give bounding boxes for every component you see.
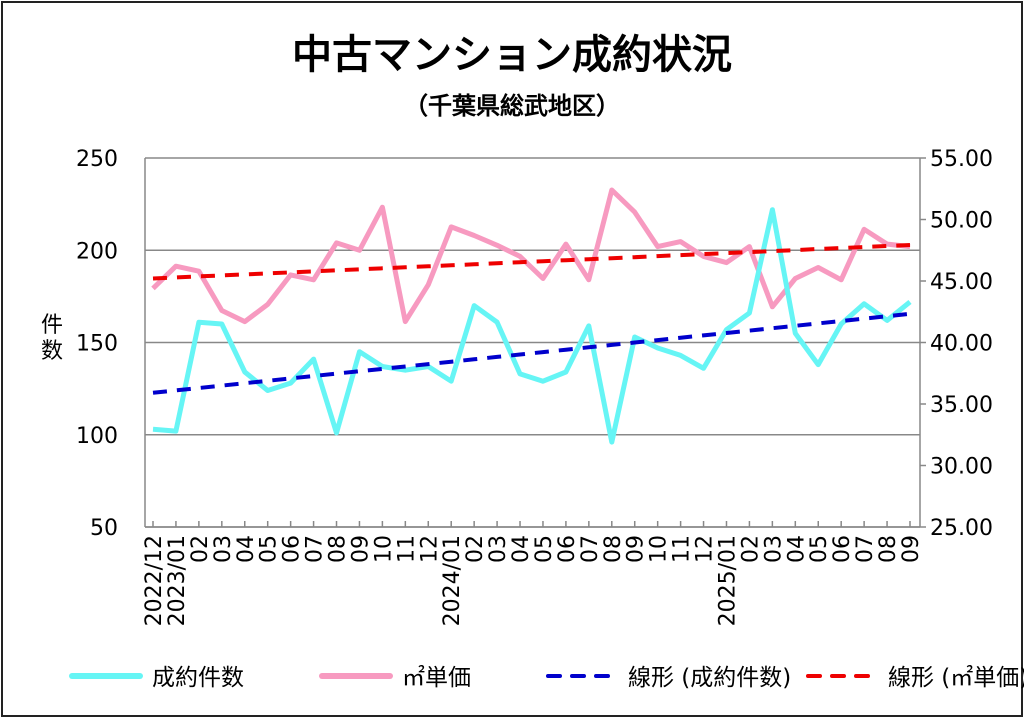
chart-subtitle: （千葉県総武地区） bbox=[404, 92, 620, 120]
x-tick-label: 10 bbox=[647, 535, 672, 563]
y-left-tick-label: 100 bbox=[76, 424, 118, 449]
x-tick-label: 09 bbox=[899, 535, 924, 563]
x-tick-label: 08 bbox=[326, 535, 351, 563]
x-tick-label: 06 bbox=[280, 535, 305, 563]
x-tick-label: 03 bbox=[486, 535, 511, 563]
x-tick-label: 06 bbox=[555, 535, 580, 563]
series-line-3 bbox=[152, 243, 911, 281]
y-right-tick-label: 25.00 bbox=[930, 516, 993, 541]
legend-label: 線形 (成約件数) bbox=[628, 665, 791, 691]
x-tick-label: 03 bbox=[761, 535, 786, 563]
series-line-2 bbox=[152, 311, 911, 395]
x-tick-label: 2023/01 bbox=[165, 535, 190, 626]
y-right-tick-label: 55.00 bbox=[930, 147, 993, 172]
y-right-tick-label: 40.00 bbox=[930, 332, 993, 357]
y-right-tick-label: 35.00 bbox=[930, 393, 993, 418]
x-tick-label: 2022/12 bbox=[142, 535, 167, 626]
x-tick-label: 08 bbox=[601, 535, 626, 563]
y-right-tick-label: 30.00 bbox=[930, 455, 993, 480]
legend-label: 成約件数 bbox=[152, 665, 244, 691]
x-tick-label: 12 bbox=[693, 535, 718, 563]
x-tick-label: 11 bbox=[670, 535, 695, 563]
x-tick-label: 2024/01 bbox=[440, 535, 465, 626]
x-tick-label: 07 bbox=[853, 535, 878, 563]
x-tick-label: 05 bbox=[257, 535, 282, 563]
x-tick-label: 09 bbox=[348, 535, 373, 563]
x-tick-label: 04 bbox=[234, 535, 259, 563]
legend-label: ㎡単価 bbox=[402, 665, 471, 691]
y-left-tick-label: 50 bbox=[90, 516, 118, 541]
x-tick-label: 12 bbox=[417, 535, 442, 563]
chart-title: 中古マンション成約状況 bbox=[292, 32, 732, 78]
x-tick-label: 2025/01 bbox=[715, 535, 740, 626]
x-tick-label: 11 bbox=[394, 535, 419, 563]
series-line-1 bbox=[151, 187, 911, 325]
x-tick-label: 07 bbox=[303, 535, 328, 563]
y-axis-label: 件数 bbox=[41, 313, 63, 364]
x-tick-label: 08 bbox=[876, 535, 901, 563]
x-tick-label: 10 bbox=[371, 535, 396, 563]
x-tick-label: 02 bbox=[738, 535, 763, 563]
x-tick-label: 04 bbox=[784, 535, 809, 563]
x-tick-label: 02 bbox=[188, 535, 213, 563]
y-left-tick-label: 250 bbox=[76, 147, 118, 172]
x-tick-label: 05 bbox=[532, 535, 557, 563]
x-tick-label: 03 bbox=[211, 535, 236, 563]
y-left-tick-label: 150 bbox=[76, 332, 118, 357]
legend-label: 線形 (㎡単価) bbox=[888, 665, 1024, 691]
x-tick-label: 02 bbox=[463, 535, 488, 563]
x-tick-label: 06 bbox=[830, 535, 855, 563]
y-right-tick-label: 45.00 bbox=[930, 270, 993, 295]
series-line-0 bbox=[152, 207, 912, 445]
x-tick-label: 07 bbox=[578, 535, 603, 563]
y-right-tick-label: 50.00 bbox=[930, 209, 993, 234]
x-tick-label: 04 bbox=[509, 535, 534, 563]
x-tick-label: 09 bbox=[624, 535, 649, 563]
y-left-tick-label: 200 bbox=[76, 239, 118, 264]
x-tick-label: 05 bbox=[807, 535, 832, 563]
